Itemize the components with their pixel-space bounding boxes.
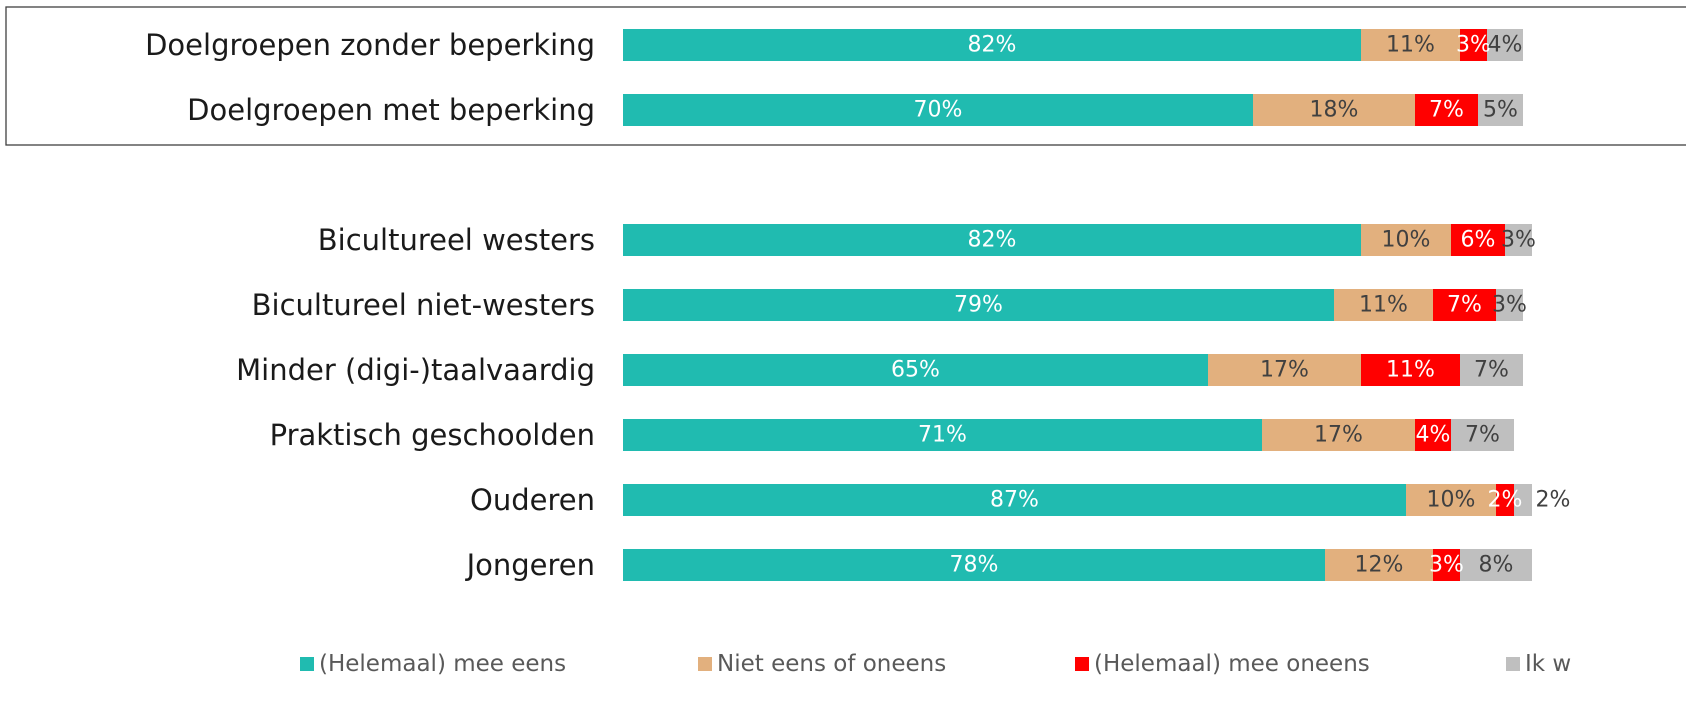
data-label: 4% bbox=[1416, 423, 1451, 448]
legend-swatch bbox=[698, 657, 712, 671]
data-label: 78% bbox=[950, 553, 999, 578]
legend-label: (Helemaal) mee eens bbox=[319, 651, 566, 677]
bar-segment bbox=[1451, 419, 1514, 451]
bar-segment bbox=[623, 224, 1361, 256]
data-label: 82% bbox=[968, 228, 1017, 253]
data-label: 3% bbox=[1429, 553, 1464, 578]
bar-segment bbox=[623, 94, 1253, 126]
data-label: 6% bbox=[1461, 228, 1496, 253]
category-labels: Doelgroepen zonder beperking Doelgroepen … bbox=[145, 28, 595, 582]
category-label: Praktisch geschoolden bbox=[270, 418, 595, 452]
bar-segment bbox=[623, 354, 1208, 386]
data-label: 11% bbox=[1386, 33, 1435, 58]
data-label: 65% bbox=[891, 358, 940, 383]
bar-segment bbox=[1460, 354, 1523, 386]
data-label: 7% bbox=[1447, 293, 1482, 318]
data-label: 2% bbox=[1536, 488, 1571, 513]
legend-item: Ik w bbox=[1506, 651, 1571, 677]
legend: (Helemaal) mee eens Niet eens of oneens (H… bbox=[300, 651, 1571, 677]
bar-segment bbox=[1325, 549, 1433, 581]
bar-segment bbox=[1415, 419, 1451, 451]
bar-segment bbox=[1208, 354, 1361, 386]
bars bbox=[623, 29, 1532, 581]
bar-segment bbox=[1361, 354, 1460, 386]
category-label: Doelgroepen met beperking bbox=[187, 93, 595, 127]
bar-segment bbox=[1415, 94, 1478, 126]
data-label: 7% bbox=[1465, 423, 1500, 448]
data-label: 3% bbox=[1501, 228, 1536, 253]
data-label: 17% bbox=[1314, 423, 1363, 448]
bar-segment bbox=[1514, 484, 1532, 516]
legend-label: (Helemaal) mee oneens bbox=[1094, 651, 1370, 677]
legend-label: Niet eens of oneens bbox=[717, 651, 946, 677]
bar-segment bbox=[623, 29, 1361, 61]
data-label: 17% bbox=[1260, 358, 1309, 383]
data-label: 7% bbox=[1429, 98, 1464, 123]
data-label: 82% bbox=[968, 33, 1017, 58]
data-label: 12% bbox=[1355, 553, 1404, 578]
legend-item: (Helemaal) mee eens bbox=[300, 651, 566, 677]
bar-segment bbox=[623, 484, 1406, 516]
bar-segment bbox=[1433, 289, 1496, 321]
bar-segment bbox=[1406, 484, 1496, 516]
bar-segment bbox=[1478, 94, 1523, 126]
data-label: 79% bbox=[954, 293, 1003, 318]
bar-segment bbox=[1496, 289, 1523, 321]
category-label: Minder (digi-)taalvaardig bbox=[236, 353, 595, 387]
legend-label: Ik w bbox=[1525, 651, 1571, 677]
bar-segment bbox=[623, 549, 1325, 581]
category-label: Ouderen bbox=[470, 483, 595, 517]
data-label: 4% bbox=[1488, 33, 1523, 58]
data-label: 70% bbox=[914, 98, 963, 123]
bar-segment bbox=[1460, 29, 1487, 61]
bar-segment bbox=[1487, 29, 1523, 61]
data-label: 8% bbox=[1479, 553, 1514, 578]
bar-segment bbox=[623, 419, 1262, 451]
value-labels: 82% 11% 3%4%70% 18% 7% 5%82% 10% 6% 3%79% 11% 7% 3%… bbox=[891, 33, 1570, 578]
category-label: Bicultureel westers bbox=[318, 223, 595, 257]
bar-segment bbox=[1253, 94, 1415, 126]
category-label: Jongeren bbox=[465, 548, 595, 582]
bar-segment bbox=[1361, 224, 1451, 256]
legend-swatch bbox=[1075, 657, 1089, 671]
data-label: 7% bbox=[1474, 358, 1509, 383]
bar-segment bbox=[623, 289, 1334, 321]
data-label: 10% bbox=[1382, 228, 1431, 253]
data-label: 2% bbox=[1488, 488, 1523, 513]
data-label: 18% bbox=[1310, 98, 1359, 123]
category-label: Bicultureel niet-westers bbox=[252, 288, 595, 322]
data-label: 3% bbox=[1456, 33, 1491, 58]
bar-segment bbox=[1262, 419, 1415, 451]
data-label: 3% bbox=[1492, 293, 1527, 318]
data-label: 10% bbox=[1427, 488, 1476, 513]
bar-segment bbox=[1361, 29, 1460, 61]
bar-segment bbox=[1505, 224, 1532, 256]
data-label: 11% bbox=[1386, 358, 1435, 383]
bar-segment bbox=[1433, 549, 1460, 581]
data-label: 5% bbox=[1483, 98, 1518, 123]
legend-swatch bbox=[1506, 657, 1520, 671]
data-label: 11% bbox=[1359, 293, 1408, 318]
legend-item: Niet eens of oneens bbox=[698, 651, 946, 677]
bar-segment bbox=[1496, 484, 1514, 516]
bar-segment bbox=[1334, 289, 1433, 321]
data-label: 87% bbox=[990, 488, 1039, 513]
category-label: Doelgroepen zonder beperking bbox=[145, 28, 595, 62]
legend-swatch bbox=[300, 657, 314, 671]
highlight-box bbox=[5, 6, 1686, 146]
legend-item: (Helemaal) mee oneens bbox=[1075, 651, 1370, 677]
bar-segment bbox=[1451, 224, 1505, 256]
bar-segment bbox=[1460, 549, 1532, 581]
data-label: 71% bbox=[918, 423, 967, 448]
